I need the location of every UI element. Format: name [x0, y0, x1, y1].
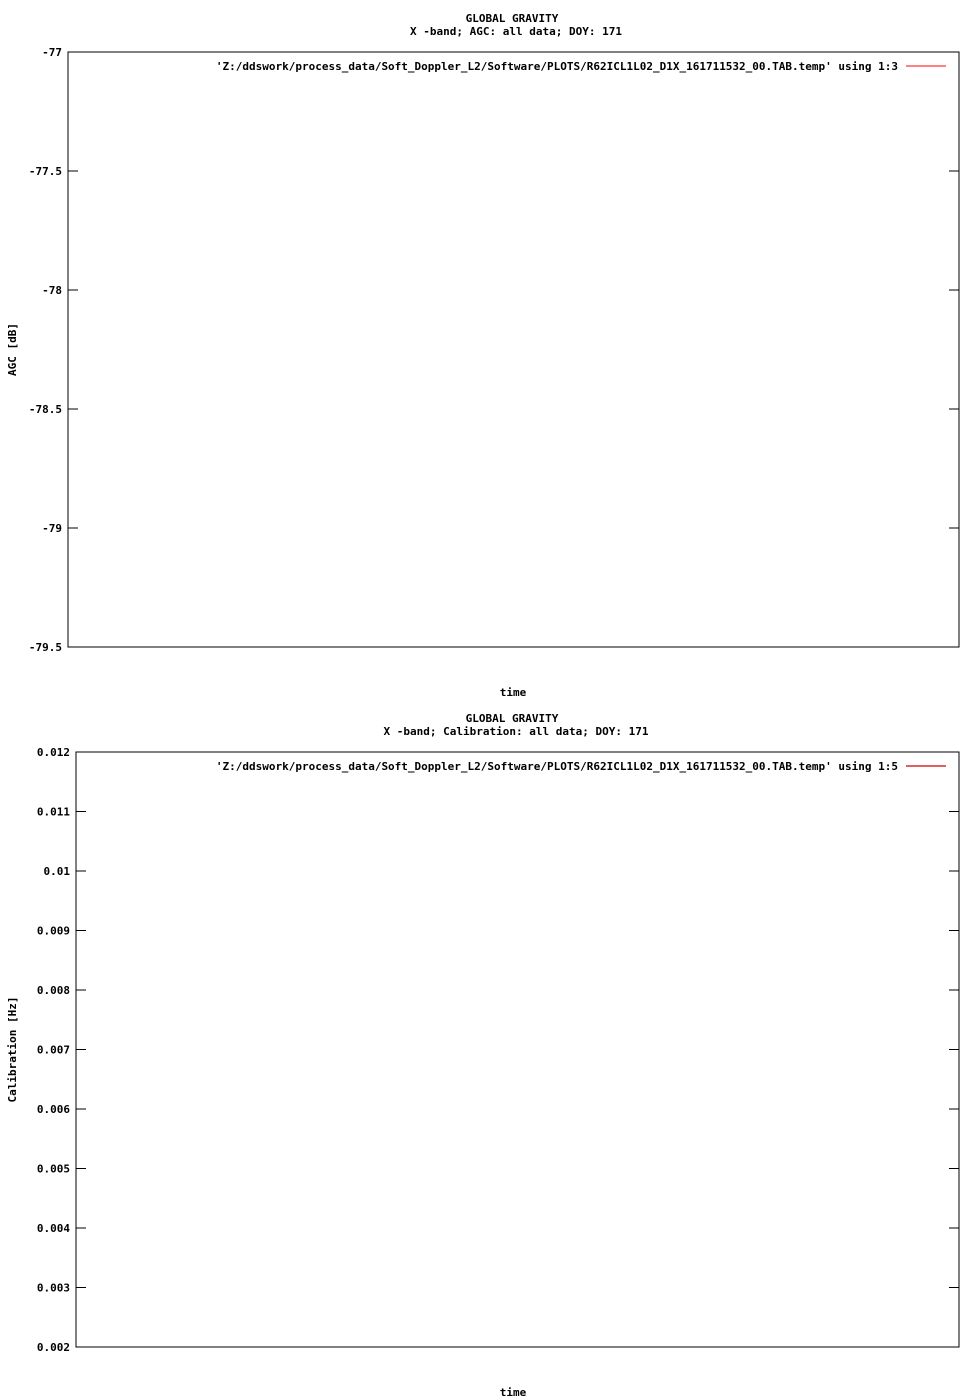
y-tick-label: 0.006 [37, 1103, 70, 1116]
plot-frame [67, 51, 960, 648]
y-axis-label: AGC [dB] [6, 323, 19, 376]
legend-label: 'Z:/ddswork/process_data/Soft_Doppler_L2… [216, 760, 898, 773]
y-tick-label: -79.5 [29, 641, 62, 654]
plot-frame [75, 751, 960, 1348]
y-tick-label: -78 [42, 284, 62, 297]
y-tick-label: 0.007 [37, 1044, 70, 1057]
y-axis-label: Calibration [Hz] [6, 997, 19, 1103]
y-tick-label: -77.5 [29, 165, 62, 178]
y-tick-label: 0.004 [37, 1222, 70, 1235]
y-tick-label: 0.002 [37, 1341, 70, 1354]
legend-label: 'Z:/ddswork/process_data/Soft_Doppler_L2… [216, 60, 898, 73]
y-tick-label: 0.005 [37, 1163, 70, 1176]
y-axis-ticks: 0.012 0.011 0.01 0.009 0.008 0.007 0.006 0.005 0… [37, 746, 959, 1354]
y-tick-label: -78.5 [29, 403, 62, 416]
x-axis-label: time [500, 1386, 527, 1399]
agc-chart: GLOBAL GRAVITY X -band; AGC: all data; D… [6, 12, 960, 699]
y-tick-label: -79 [42, 522, 62, 535]
y-tick-label: 0.01 [44, 865, 71, 878]
y-axis-ticks: -77 -77.5 -78 -78.5 -79 -79.5 [29, 46, 959, 654]
y-tick-label: 0.008 [37, 984, 70, 997]
y-tick-label: 0.012 [37, 746, 70, 759]
y-tick-label: -77 [42, 46, 62, 59]
chart-title: GLOBAL GRAVITY [466, 712, 559, 725]
x-axis-label: time [500, 686, 527, 699]
y-tick-label: 0.009 [37, 925, 70, 938]
chart-title: GLOBAL GRAVITY [466, 12, 559, 25]
y-tick-label: 0.011 [37, 806, 70, 819]
chart-subtitle: X -band; Calibration: all data; DOY: 171 [384, 725, 649, 738]
y-tick-label: 0.003 [37, 1282, 70, 1295]
calibration-chart: GLOBAL GRAVITY X -band; Calibration: all… [6, 712, 960, 1399]
chart-subtitle: X -band; AGC: all data; DOY: 171 [410, 25, 622, 38]
